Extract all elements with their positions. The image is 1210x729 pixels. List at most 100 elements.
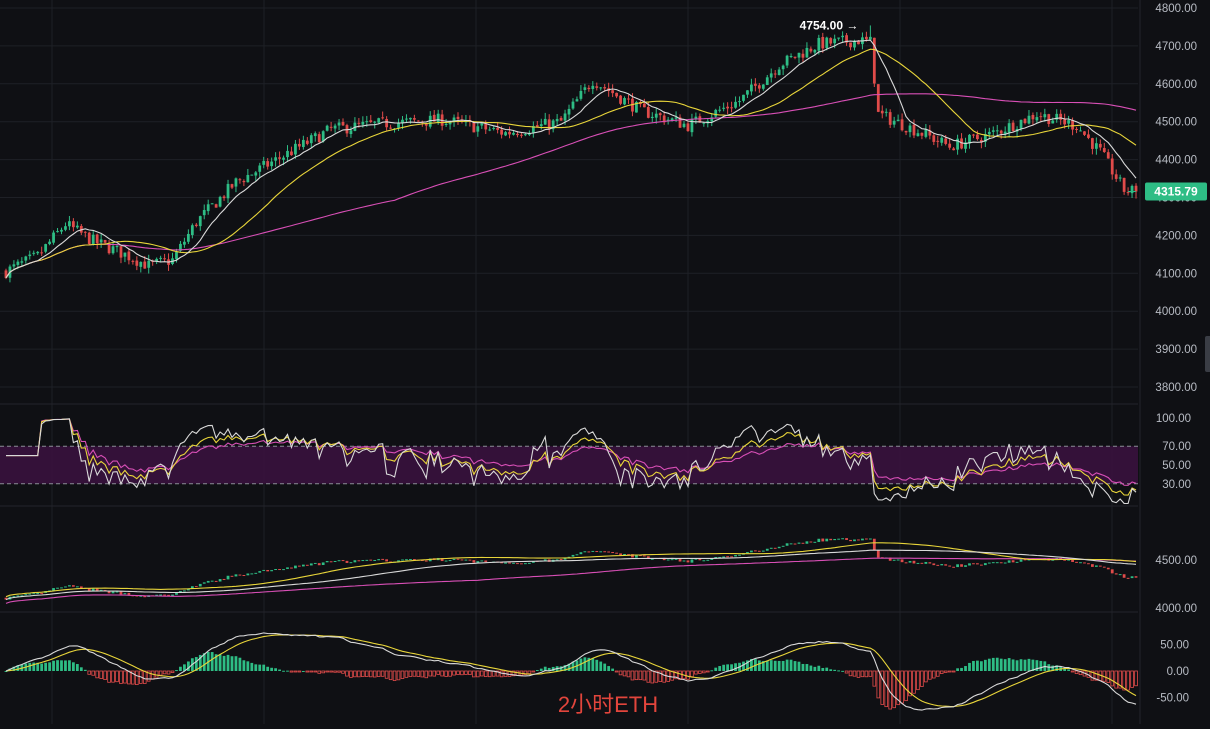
- mini-candle: [841, 538, 844, 540]
- mini-candle: [1134, 576, 1138, 578]
- candle-body: [111, 246, 115, 254]
- macd-bar: [670, 670, 674, 681]
- macd-bar: [1106, 670, 1111, 683]
- candle-body: [508, 131, 511, 135]
- mini-candle: [412, 559, 416, 561]
- candle-body: [750, 84, 753, 92]
- macd-bar: [72, 662, 75, 671]
- mini-candle: [167, 594, 170, 597]
- macd-bar: [222, 655, 226, 671]
- mini-candle: [932, 563, 936, 566]
- candle-body: [595, 86, 599, 88]
- macd-bar: [226, 654, 230, 671]
- mini-candle: [79, 586, 83, 589]
- macd-bar: [1110, 670, 1115, 687]
- macd-bar: [40, 663, 44, 671]
- candle-body: [516, 133, 519, 136]
- mini-candle: [163, 594, 166, 596]
- macd-bar: [119, 670, 123, 684]
- mini-candle: [337, 560, 341, 562]
- macd-bar: [813, 666, 817, 671]
- candle-body: [262, 160, 266, 165]
- mini-candle: [900, 559, 904, 563]
- candle-body: [250, 174, 254, 176]
- candle-body: [694, 116, 698, 119]
- macd-bar: [341, 670, 345, 674]
- mini-candle: [809, 541, 813, 543]
- candle-body: [591, 85, 595, 89]
- macd-bar: [622, 670, 627, 677]
- mini-candle: [405, 559, 408, 561]
- candle-body: [409, 117, 412, 120]
- macd-bar: [844, 670, 849, 674]
- candle-body: [670, 118, 674, 121]
- mini-candle: [321, 562, 325, 565]
- panel-resize-handle[interactable]: [1205, 336, 1210, 372]
- rsi-fast-line: [6, 418, 1137, 505]
- candle-body: [1007, 123, 1011, 133]
- candle-body: [940, 137, 944, 143]
- mini-candle: [757, 550, 761, 552]
- macd-bar: [357, 670, 361, 678]
- mini-candle: [24, 594, 28, 596]
- macd-bar: [880, 670, 885, 705]
- candle-body: [825, 37, 829, 48]
- candle-body: [686, 123, 690, 132]
- mini-candle: [64, 586, 67, 588]
- macd-bar: [726, 664, 730, 671]
- macd-bar: [999, 658, 1003, 671]
- candle-body: [206, 204, 210, 212]
- high-price-label: 4754.00 →: [800, 18, 859, 32]
- mini-candle: [559, 559, 563, 561]
- candle-body: [365, 121, 369, 123]
- candle-body: [674, 117, 678, 119]
- mini-candle: [734, 554, 737, 557]
- candle-body: [32, 252, 36, 254]
- moving-average-lines: [5, 39, 1137, 279]
- candle-body: [28, 254, 32, 257]
- macd-bar: [48, 662, 51, 671]
- candle-body: [964, 142, 967, 149]
- candle-body: [131, 260, 135, 262]
- candle-body: [817, 37, 821, 51]
- mini-candle: [825, 538, 829, 542]
- price-tick-label: 3900.00: [1155, 344, 1197, 356]
- candle-body: [222, 196, 226, 199]
- mini-candle: [785, 543, 789, 546]
- candle-body: [999, 130, 1003, 134]
- macd-bar: [483, 670, 488, 677]
- macd-bar: [718, 666, 722, 671]
- mini-candle: [52, 588, 55, 591]
- candle-body: [218, 196, 222, 207]
- mini-candle: [175, 592, 178, 595]
- macd-bar: [1126, 670, 1130, 691]
- mini-candle: [821, 538, 825, 542]
- candle-body: [492, 127, 496, 129]
- macd-bar: [428, 670, 433, 677]
- candle-body: [512, 132, 515, 135]
- macd-bar: [1027, 658, 1031, 671]
- mini-candle: [1011, 560, 1015, 563]
- macd-bar: [64, 660, 67, 671]
- candle-body: [373, 121, 377, 123]
- macd-bar: [1134, 670, 1138, 687]
- mini-ma-short: [5, 549, 1137, 601]
- candle-body: [932, 135, 936, 142]
- mini-ma-mid: [5, 542, 1137, 598]
- macd-bar: [777, 660, 781, 671]
- candle-body: [746, 90, 749, 95]
- macd-bar: [939, 670, 944, 674]
- mini-candle: [936, 564, 940, 566]
- mini-candle: [341, 560, 345, 562]
- macd-bar: [968, 662, 971, 671]
- candle-body: [952, 148, 956, 151]
- ma-short-line: [5, 39, 1137, 279]
- mini-candle: [991, 562, 995, 564]
- candle-body: [75, 225, 79, 228]
- candle-body: [183, 241, 186, 245]
- macd-bar: [274, 668, 277, 671]
- candle-body: [357, 122, 361, 124]
- mini-candle: [381, 558, 385, 560]
- mini-candle: [500, 562, 503, 564]
